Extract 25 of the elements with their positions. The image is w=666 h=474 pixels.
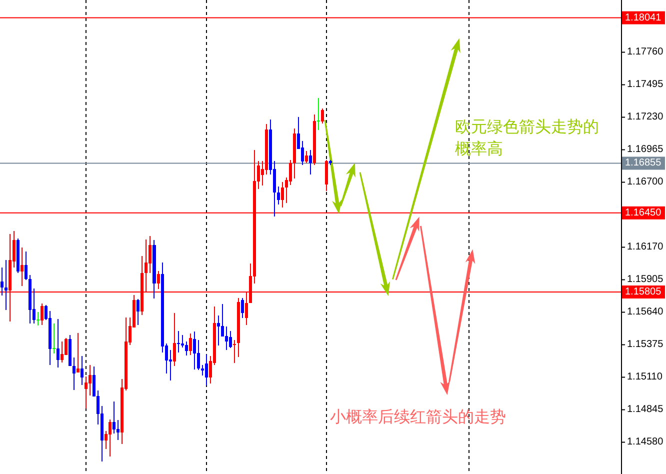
y-tick-label: 1.17495 [627, 79, 664, 90]
y-tick-label: 1.16700 [627, 176, 664, 188]
y-tick-label: 1.15110 [627, 372, 663, 383]
candlestick [52, 324, 56, 354]
candlestick [176, 330, 180, 353]
candlestick [317, 98, 320, 130]
ref-line-label: 1.16450 [625, 207, 662, 218]
candlestick [76, 332, 80, 373]
annotation: 欧元绿色箭头走势的概率高 [455, 118, 600, 160]
y-tick-label: 1.17230 [627, 112, 664, 123]
y-tick-label: 1.16170 [627, 242, 664, 253]
y-tick-label: 1.15905 [627, 274, 664, 286]
y-tick-label: 1.16965 [627, 144, 664, 156]
y-tick-label: 1.15375 [627, 339, 664, 350]
candlestick [36, 312, 40, 326]
y-tick-label: 1.17760 [627, 46, 664, 58]
y-tick-label: 1.15640 [627, 306, 664, 318]
y-tick-label: 1.14845 [627, 404, 664, 416]
candlestick [232, 340, 236, 363]
ref-line-label: 1.16855 [625, 158, 662, 169]
ref-line-label: 1.15805 [625, 286, 662, 298]
y-tick-label: 1.14580 [627, 436, 664, 448]
annotation: 小概率后续红箭头的走势 [330, 408, 507, 428]
candlestick [4, 260, 8, 310]
ref-line-label: 1.18041 [625, 12, 662, 24]
